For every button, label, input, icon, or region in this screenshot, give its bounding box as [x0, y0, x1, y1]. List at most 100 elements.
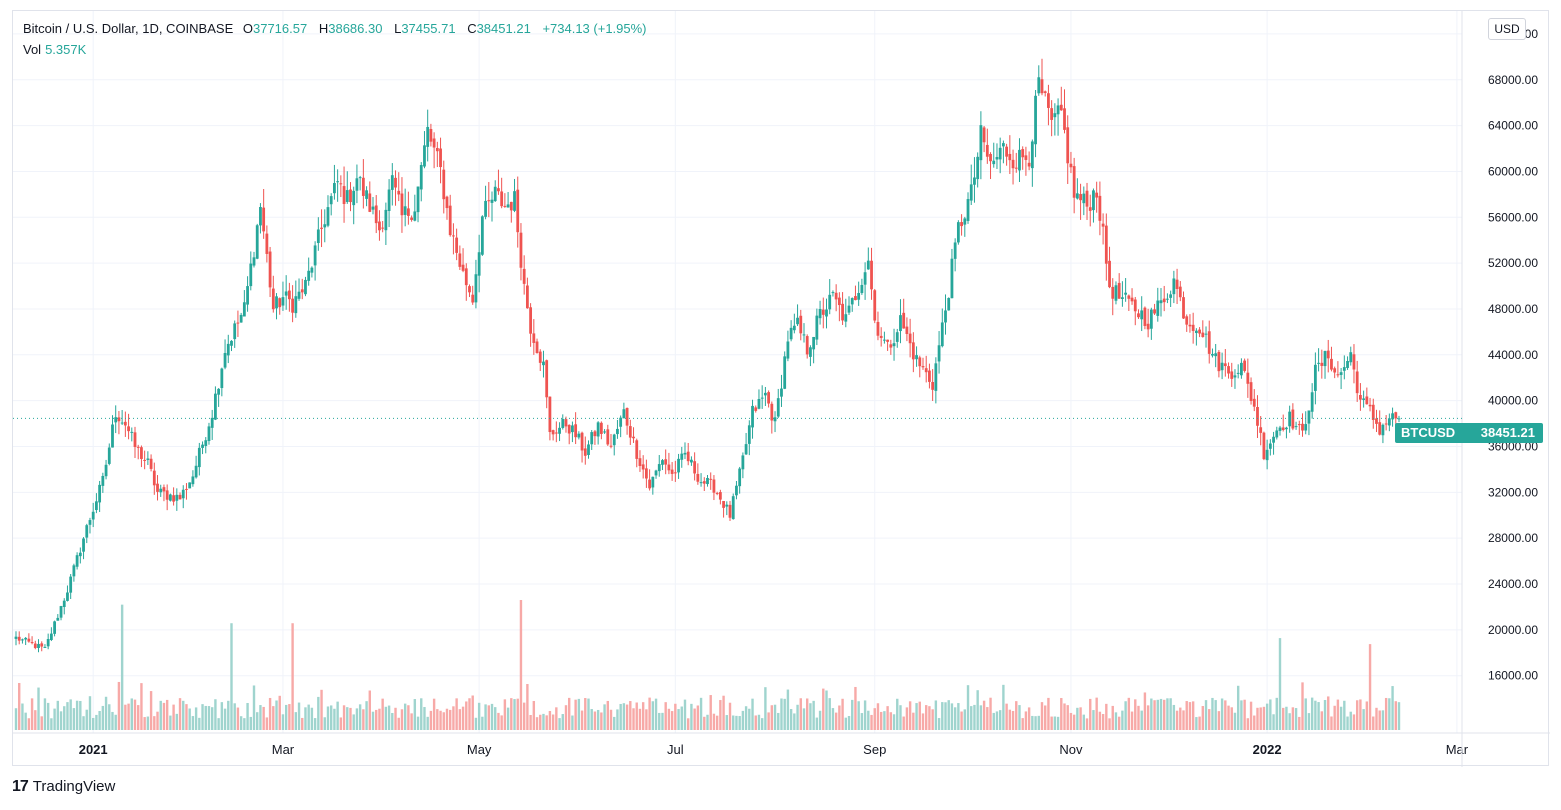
volume-bar: [185, 704, 188, 730]
volume-bar: [963, 709, 967, 730]
candle-body: [1336, 374, 1340, 376]
candle-body: [255, 225, 259, 259]
volume-bar: [294, 712, 298, 730]
volume-bar: [989, 697, 992, 730]
volume-bar: [629, 701, 632, 730]
volume-bar: [1317, 702, 1320, 730]
candle-body: [516, 189, 520, 233]
candle-body: [230, 340, 233, 346]
candle-body: [361, 177, 365, 196]
volume-bar: [876, 703, 880, 730]
candle-body: [834, 292, 838, 300]
volume-bar: [329, 705, 333, 730]
candle-body: [397, 190, 401, 195]
volume-bar: [320, 689, 323, 730]
candle-body: [406, 208, 410, 216]
candle-body: [757, 398, 761, 409]
candle-body: [715, 492, 719, 494]
volume-bar: [1076, 707, 1079, 730]
volume-bar: [539, 714, 542, 730]
volume-bar: [104, 696, 108, 730]
volume-bar: [108, 704, 111, 730]
volume-bar: [43, 698, 47, 730]
candle-body: [873, 290, 877, 321]
candle-body: [889, 344, 893, 348]
volume-bar: [1195, 717, 1198, 730]
volume-bar: [301, 717, 304, 730]
candle-body: [1397, 418, 1401, 420]
volume-bar: [1031, 715, 1034, 730]
candle-body: [323, 224, 327, 228]
volume-bar: [609, 709, 613, 730]
candle-body: [1021, 149, 1025, 158]
volume-bar: [905, 707, 909, 730]
chart-frame[interactable]: 16000.00 20000.00 24000.00 28000.00 32000.00…: [12, 10, 1550, 767]
candle-body: [1259, 427, 1263, 433]
volume-bar: [85, 709, 88, 730]
volume-bar: [693, 708, 696, 730]
candle-body: [1384, 423, 1388, 425]
y-tick-label: 48000.00: [1488, 302, 1538, 316]
candle-body: [1281, 427, 1285, 431]
candle-body: [1207, 331, 1211, 354]
volume-bar: [873, 708, 876, 730]
volume-label: Vol: [23, 42, 42, 57]
volume-bar: [21, 703, 24, 730]
candle-body: [644, 468, 648, 479]
candlestick-chart[interactable]: 16000.00 20000.00 24000.00 28000.00 32000.00…: [13, 11, 1550, 767]
candle-body: [612, 434, 616, 446]
candle-body: [461, 264, 465, 271]
candle-body: [1030, 141, 1034, 169]
candle-body: [1137, 313, 1140, 318]
candle-body: [1349, 352, 1353, 363]
volume-bar: [40, 716, 43, 730]
candle-body: [580, 432, 584, 451]
candle-body: [1027, 162, 1031, 167]
volume-bar: [381, 698, 384, 730]
volume-bar: [1079, 707, 1082, 730]
candle-body: [1268, 443, 1272, 449]
candle-body: [1124, 292, 1128, 295]
volume-bar: [661, 712, 664, 730]
candle-body: [1040, 79, 1044, 94]
volume-bar: [1066, 705, 1069, 730]
candle-body: [1024, 155, 1028, 160]
currency-button[interactable]: USD: [1488, 18, 1526, 40]
candle-body: [1359, 394, 1362, 400]
candle-body: [1236, 372, 1240, 374]
volume-bar: [1179, 707, 1182, 730]
candle-body: [622, 409, 626, 419]
volume-bar: [648, 697, 651, 730]
candle-body: [731, 496, 735, 520]
volume-bar: [1072, 714, 1076, 730]
volume-bar: [641, 702, 645, 730]
tradingview-brand[interactable]: 17 TradingView: [12, 778, 115, 796]
candle-body: [1394, 412, 1398, 419]
candle-body: [760, 397, 764, 399]
candle-body: [368, 193, 372, 212]
candle-body: [365, 190, 368, 199]
candle-body: [735, 485, 738, 496]
candle-body: [1143, 307, 1147, 326]
candle-body: [162, 487, 166, 492]
candle-body: [1059, 104, 1063, 111]
volume-bar: [1336, 699, 1340, 730]
candle-body: [1211, 353, 1214, 356]
candle-body: [413, 211, 417, 221]
candle-body: [120, 422, 124, 424]
volume-bar: [735, 715, 738, 730]
volume-bar: [1018, 705, 1021, 730]
volume-bar: [227, 700, 230, 730]
candle-body: [1117, 282, 1121, 299]
volume-bar: [127, 703, 130, 730]
candle-body: [287, 290, 291, 300]
candle-body: [786, 341, 790, 359]
candle-body: [464, 268, 468, 286]
candle-body: [879, 335, 883, 338]
volume-bar: [937, 718, 941, 730]
candle-body: [197, 447, 201, 468]
candle-body: [117, 417, 121, 422]
candle-body: [1333, 368, 1337, 373]
candle-body: [1063, 108, 1066, 130]
volume-bar: [397, 717, 400, 730]
